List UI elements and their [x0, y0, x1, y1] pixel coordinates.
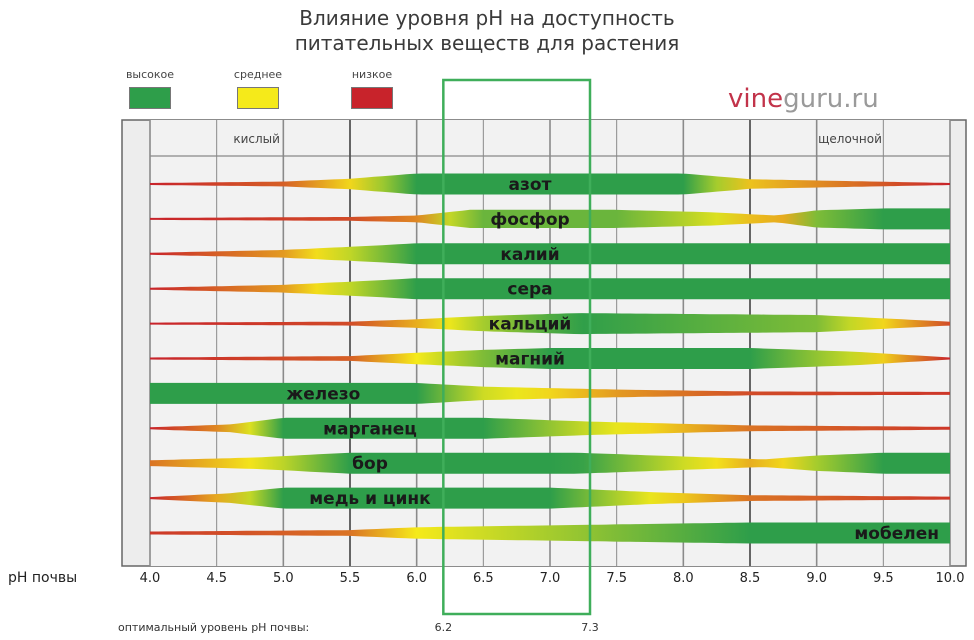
legend-medium-label: среднее [233, 68, 283, 81]
band-2 [150, 208, 950, 230]
band-label-7: железо [286, 384, 360, 404]
x-tick-label: 10.0 [936, 571, 965, 586]
band-label-1: азот [509, 175, 552, 195]
band-label-11: мобелен [854, 524, 939, 544]
chart-title: Влияние уровня pH на доступность питател… [0, 6, 974, 56]
legend-medium-swatch [237, 87, 279, 109]
x-tick-label: 7.5 [606, 571, 627, 586]
x-axis-label: pH почвы [8, 570, 77, 586]
x-tick-label: 8.5 [740, 571, 761, 586]
title-line-1: Влияние уровня pH на доступность [299, 6, 675, 30]
band-label-9: бор [352, 454, 388, 474]
brand-part-2: guru.ru [783, 84, 879, 114]
x-tick-label: 4.0 [140, 571, 161, 586]
x-tick-label: 5.0 [273, 571, 294, 586]
band-label-5: кальций [489, 315, 572, 335]
brand-logo[interactable]: vineguru.ru [728, 84, 879, 114]
optimal-range-box [442, 78, 592, 616]
band-9 [150, 452, 950, 474]
band-label-6: магний [495, 350, 565, 370]
band-3 [150, 243, 950, 265]
alkaline-label: щелочной [818, 132, 882, 146]
legend-medium: среднее [218, 68, 298, 109]
band-label-4: сера [507, 280, 552, 300]
band-label-10: медь и цинк [309, 489, 431, 509]
x-tick-label: 7.0 [540, 571, 561, 586]
band-8 [150, 417, 950, 439]
band-label-2: фосфор [490, 210, 569, 230]
legend-high-label: высокое [125, 68, 175, 81]
x-tick-label: 5.5 [340, 571, 361, 586]
x-tick-label: 6.5 [473, 571, 494, 586]
band-7 [150, 382, 950, 404]
optimal-to-label: 7.3 [581, 621, 599, 634]
legend-high: высокое [110, 68, 190, 109]
x-tick-label: 4.5 [206, 571, 227, 586]
legend-low: низкое [332, 68, 412, 109]
optimal-label: оптимальный уровень pH почвы: [118, 621, 309, 634]
band-6 [150, 348, 950, 369]
x-tick-label: 6.0 [406, 571, 427, 586]
title-line-2: питательных веществ для растения [294, 31, 680, 55]
band-1 [150, 173, 950, 195]
brand-part-1: vine [728, 84, 784, 114]
x-tick-label: 8.0 [673, 571, 694, 586]
band-label-3: калий [500, 245, 559, 265]
band-label-8: марганец [323, 419, 417, 439]
band-11 [150, 522, 950, 544]
x-tick-label: 9.0 [806, 571, 827, 586]
band-4 [150, 278, 950, 300]
band-10 [150, 487, 950, 509]
optimal-from-label: 6.2 [435, 621, 453, 634]
legend-high-swatch [129, 87, 171, 109]
x-tick-label: 9.5 [873, 571, 894, 586]
legend-low-label: низкое [351, 68, 393, 81]
acid-label: кислый [233, 132, 280, 146]
band-5 [150, 313, 950, 335]
legend-low-swatch [351, 87, 393, 109]
